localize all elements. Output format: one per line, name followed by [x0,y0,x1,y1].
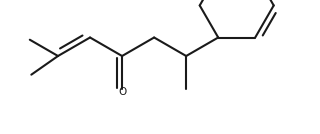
Text: O: O [118,87,126,97]
